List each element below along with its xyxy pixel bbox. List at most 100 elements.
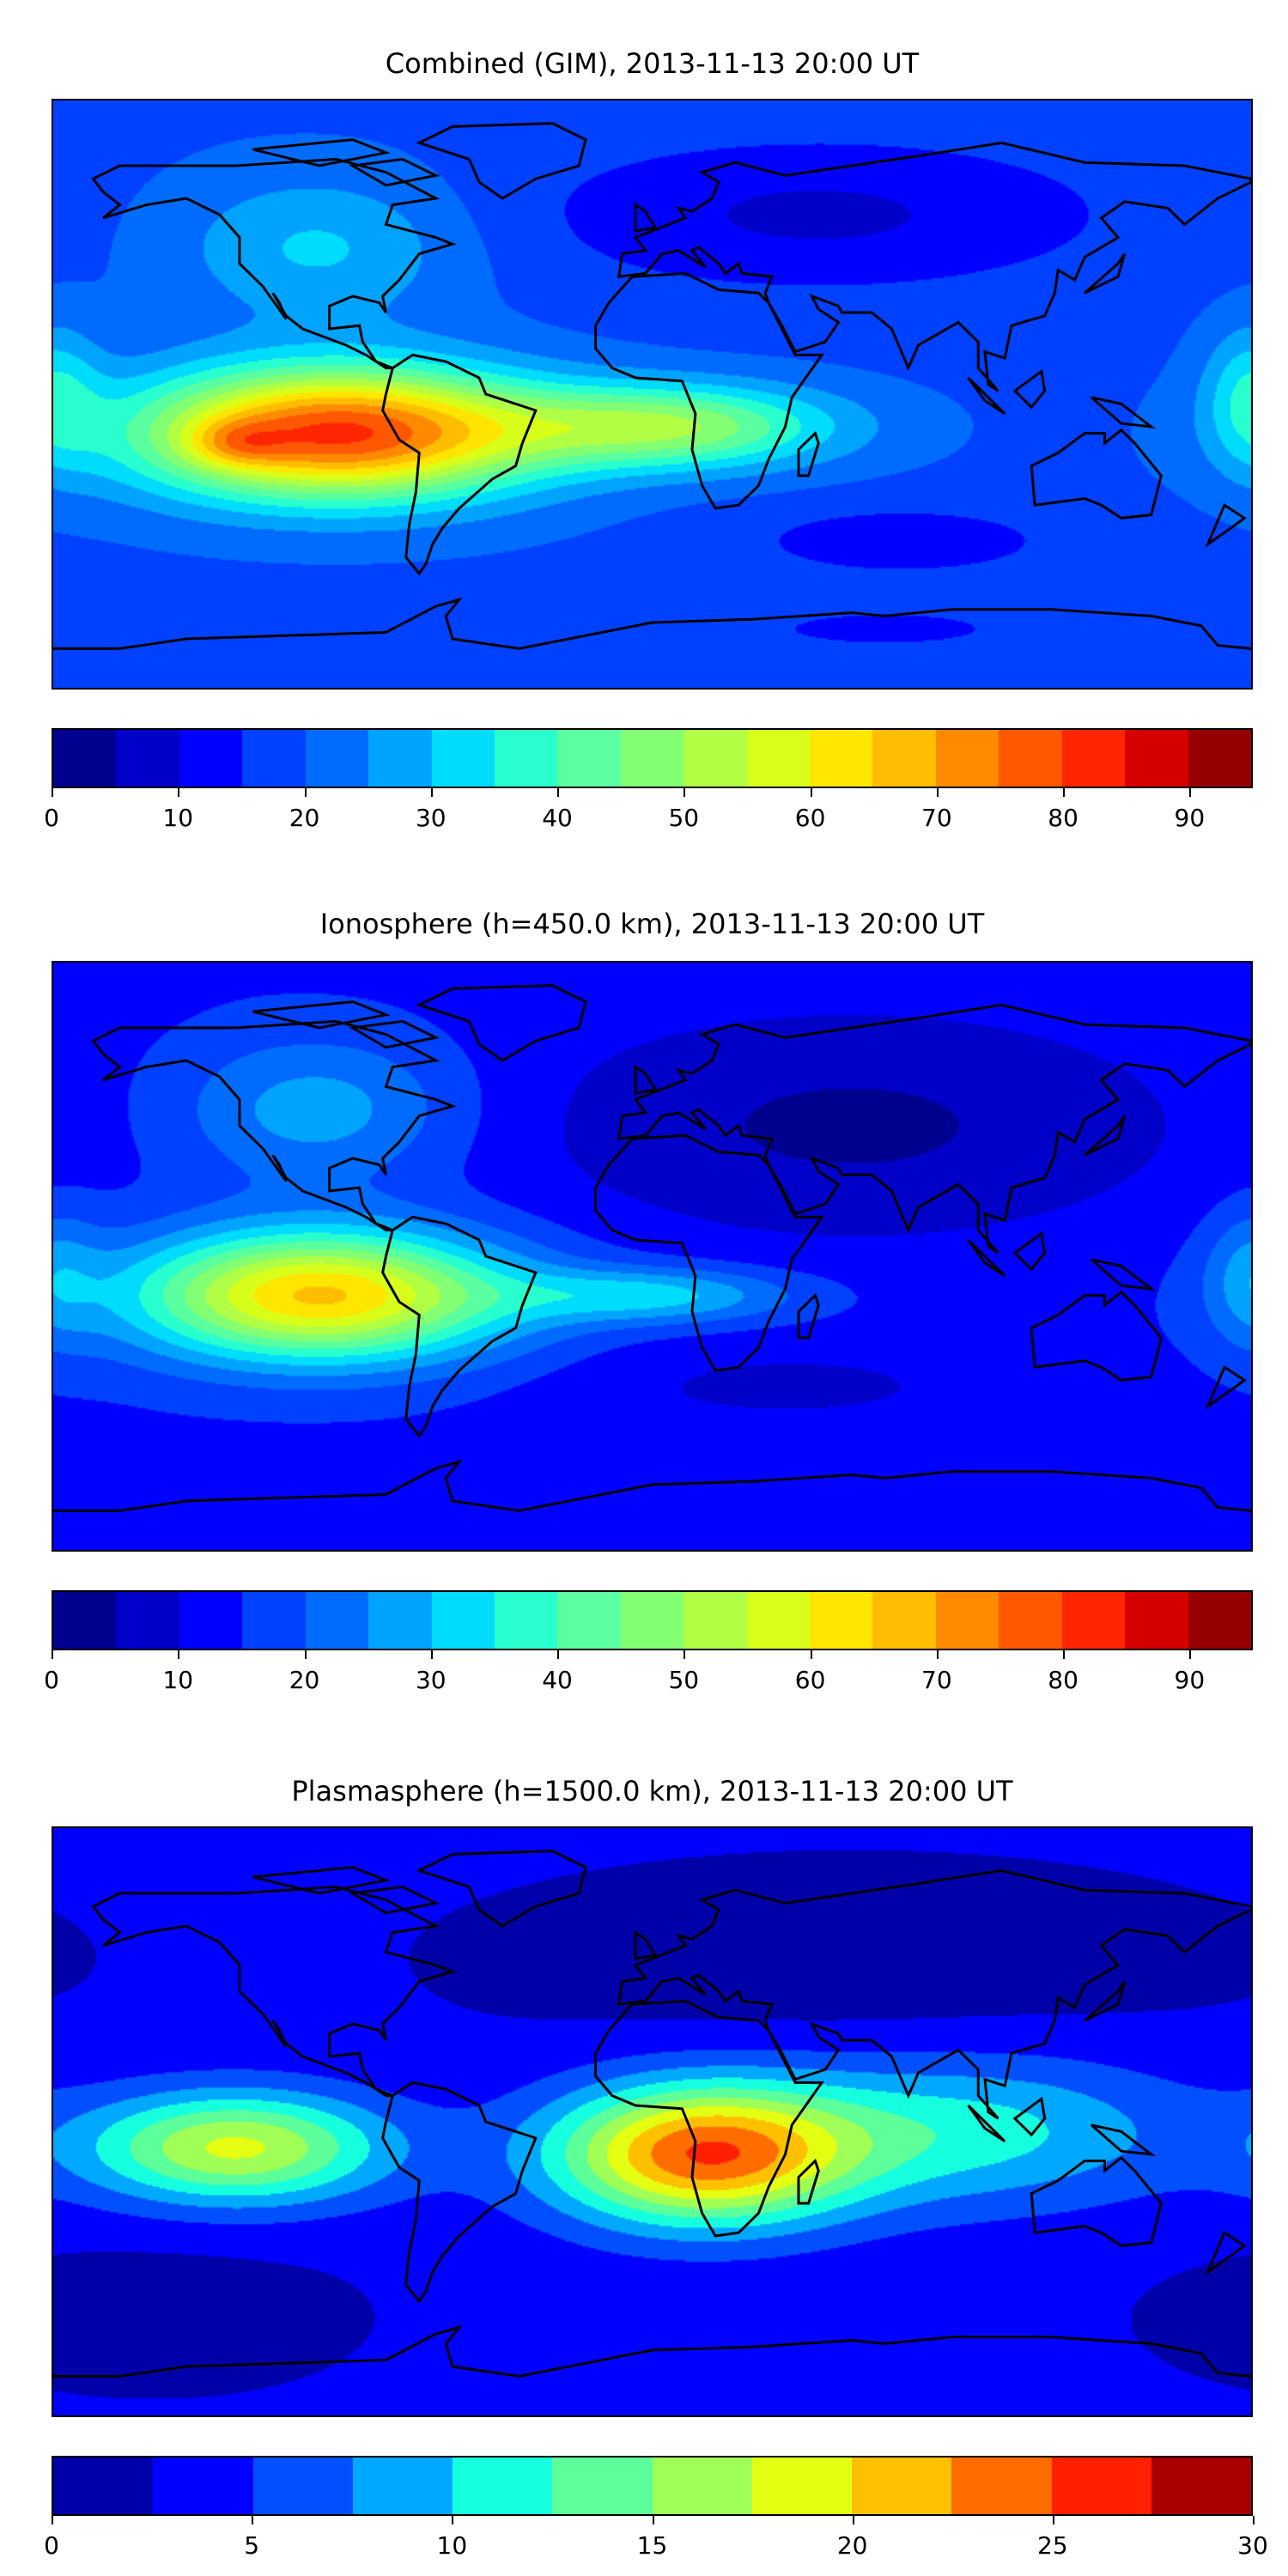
coastline xyxy=(635,1067,655,1093)
colorbar-swatch xyxy=(1151,2458,1251,2514)
colorbar-swatch xyxy=(810,730,873,787)
colorbar xyxy=(52,2456,1253,2516)
coastline xyxy=(596,273,823,508)
colorbar-tick-label: 50 xyxy=(668,804,700,832)
colorbar-swatch xyxy=(116,1592,179,1649)
coastline xyxy=(635,205,655,231)
colorbar-swatch xyxy=(746,730,811,787)
colorbar-swatch xyxy=(1125,1592,1188,1649)
coastline xyxy=(1208,1367,1245,1406)
coastline xyxy=(53,1461,1251,1510)
coastline xyxy=(1015,2099,1045,2135)
colorbar-tick-label: 10 xyxy=(162,1666,194,1694)
colorbar-tick xyxy=(252,2516,254,2524)
colorbar-swatch xyxy=(1061,1592,1126,1649)
coastline xyxy=(799,2161,818,2203)
colorbar-tick xyxy=(557,1650,560,1659)
coastline xyxy=(969,2105,1005,2142)
coastline xyxy=(383,2082,536,2301)
colorbar-swatch xyxy=(872,730,936,787)
coastlines xyxy=(53,1828,1251,2415)
colorbar-swatch xyxy=(999,1592,1062,1649)
colorbar-ticks: 0 10 20 30 40 50 60 70 80 90 xyxy=(44,788,1253,840)
colorbar-swatch xyxy=(305,1592,369,1649)
colorbar-swatch xyxy=(1188,1592,1252,1649)
colorbar-tick-label: 60 xyxy=(794,1666,826,1694)
colorbar-swatch xyxy=(431,730,495,787)
colorbar-tick xyxy=(430,788,433,797)
coastline xyxy=(1091,2125,1151,2154)
colorbar-tick-label: 90 xyxy=(1174,804,1206,832)
coastline xyxy=(383,1217,536,1436)
coastline xyxy=(94,1021,453,1230)
colorbar-swatch xyxy=(1061,730,1126,787)
coastline xyxy=(1031,2158,1161,2246)
colorbar-tick-label: 0 xyxy=(44,804,59,832)
colorbar-swatch xyxy=(153,2458,253,2514)
colorbar-tick-label: 90 xyxy=(1174,1666,1206,1694)
colorbar-tick xyxy=(178,788,180,797)
colorbar-tick-label: 40 xyxy=(542,1666,573,1694)
colorbar-tick-label: 40 xyxy=(542,804,573,832)
coastline xyxy=(94,1886,453,2095)
colorbar xyxy=(52,1590,1253,1650)
coastline xyxy=(969,1240,1005,1276)
colorbar-swatch xyxy=(683,730,747,787)
colorbar-swatch xyxy=(53,1592,117,1649)
colorbar-tick xyxy=(52,2516,53,2524)
colorbar-swatch xyxy=(1188,730,1252,787)
colorbar-tick xyxy=(936,788,939,797)
coastline xyxy=(1084,1116,1125,1156)
colorbar-swatch xyxy=(999,730,1062,787)
colorbar-swatch xyxy=(620,1592,684,1649)
colorbar-swatch xyxy=(352,2458,453,2514)
colorbar-ticks: 0 5 10 15 20 25 30 xyxy=(44,2516,1268,2567)
colorbar-swatch xyxy=(242,730,306,787)
colorbar-tick xyxy=(452,2516,454,2524)
colorbar-swatch xyxy=(179,1592,243,1649)
colorbar-swatch xyxy=(620,730,684,787)
colorbar-tick xyxy=(652,2516,654,2524)
coastline xyxy=(253,140,386,166)
chart-title: Plasmasphere (h=1500.0 km), 2013-11-13 2… xyxy=(291,1775,1013,1807)
colorbar-tick xyxy=(1063,788,1066,797)
colorbar-tick xyxy=(810,788,812,797)
colorbar-tick-label: 20 xyxy=(836,2531,868,2560)
colorbar-tick-label: 15 xyxy=(636,2531,668,2560)
colorbar-swatch xyxy=(494,1592,558,1649)
colorbar-tick xyxy=(1052,2516,1054,2524)
colorbar-tick xyxy=(1189,1650,1192,1659)
colorbar-tick-label: 0 xyxy=(44,1666,59,1694)
coastline xyxy=(635,1933,655,1959)
coastline xyxy=(799,434,818,476)
coastlines xyxy=(53,963,1251,1550)
colorbar-tick xyxy=(1063,1650,1066,1659)
coastline xyxy=(353,159,436,185)
colorbar-tick xyxy=(52,788,53,797)
colorbar-tick-label: 60 xyxy=(794,804,826,832)
coastline xyxy=(596,2001,823,2236)
colorbar-tick-label: 30 xyxy=(415,1666,447,1694)
colorbar-tick xyxy=(683,788,686,797)
coastline xyxy=(253,1868,386,1893)
colorbar-tick-label: 10 xyxy=(162,804,194,832)
colorbar-tick xyxy=(304,1650,307,1659)
colorbar-swatch xyxy=(252,2458,353,2514)
colorbar-swatch xyxy=(746,1592,811,1649)
colorbar-swatch xyxy=(852,2458,952,2514)
coastline xyxy=(969,378,1005,414)
coastline xyxy=(353,1886,436,1912)
colorbar-tick-label: 20 xyxy=(289,804,320,832)
coastline xyxy=(1208,505,1245,544)
coastline xyxy=(94,159,453,368)
coastline xyxy=(1015,371,1045,407)
colorbar-swatch xyxy=(1051,2458,1151,2514)
map-plot xyxy=(52,961,1253,1552)
chart-title: Ionosphere (h=450.0 km), 2013-11-13 20:0… xyxy=(319,908,985,940)
colorbar-swatch xyxy=(179,730,243,787)
colorbar-swatch xyxy=(652,2458,752,2514)
map-plot xyxy=(52,99,1253,690)
colorbar-swatch xyxy=(935,730,999,787)
coastline xyxy=(1084,1982,1125,2021)
colorbar-tick-label: 5 xyxy=(244,2531,260,2560)
